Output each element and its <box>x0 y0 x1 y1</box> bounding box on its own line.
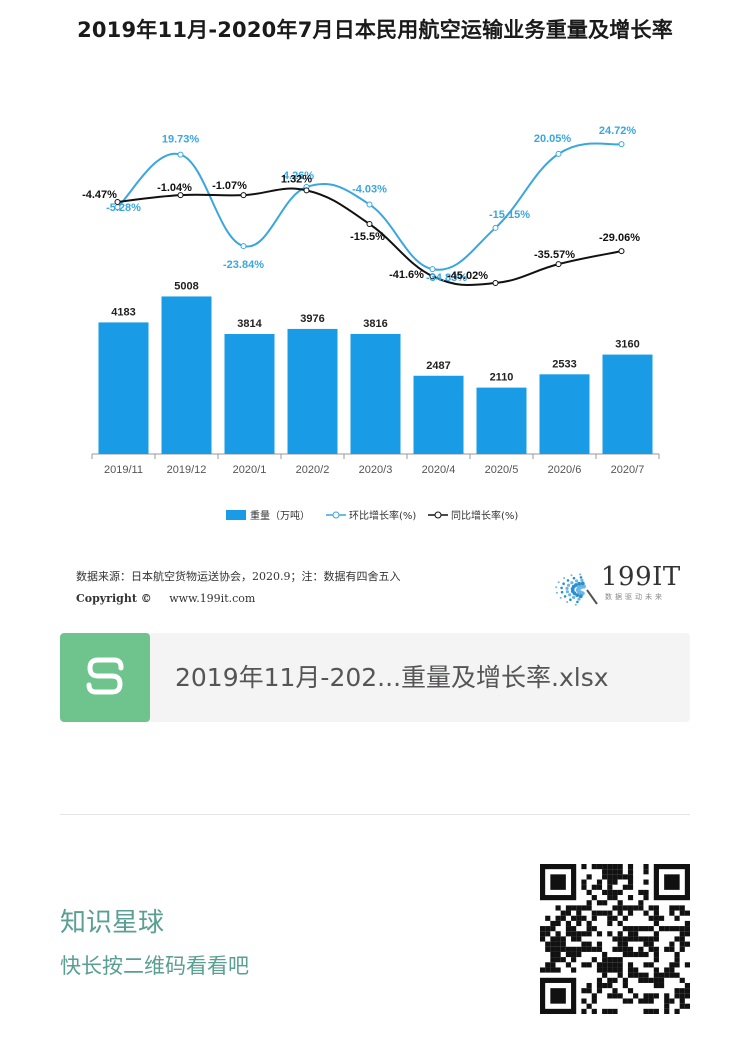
mom-point <box>429 266 436 273</box>
yoy-label: -41.6% <box>389 269 424 281</box>
mom-point <box>366 201 373 208</box>
site-link[interactable]: www.199it.com <box>169 592 256 605</box>
x-tick-label: 2020/3 <box>359 464 393 476</box>
mom-label: -34.83% <box>426 272 467 284</box>
x-tick-label: 2020/5 <box>485 464 519 476</box>
yoy-label: -1.07% <box>212 180 247 192</box>
source-text: 数据来源：日本航空货物运送协会，2020.9；注：数据有四舍五入 <box>76 570 401 583</box>
legend-bar-swatch <box>226 510 246 520</box>
mom-label: -15.15% <box>489 209 530 221</box>
bar <box>98 322 149 454</box>
yoy-label: -15.5% <box>350 231 385 243</box>
yoy-point <box>492 280 499 287</box>
x-tick-label: 2020/4 <box>422 464 456 476</box>
mom-point <box>555 150 562 157</box>
legend-mom-label: 环比增长率(%) <box>349 509 416 522</box>
mom-label: 20.05% <box>534 133 572 145</box>
yoy-label: -35.57% <box>534 249 575 261</box>
bar-label: 4183 <box>111 306 135 318</box>
brand-logo: 199IT 数据驱动未来 <box>553 560 693 608</box>
bar-label: 3160 <box>615 339 639 351</box>
logo-tagline: 数据驱动未来 <box>605 593 665 601</box>
x-tick-label: 2019/11 <box>104 464 143 476</box>
file-name: 2019年11月-202...重量及增长率.xlsx <box>175 663 609 692</box>
footer-subtitle: 快长按二维码看看吧 <box>60 954 249 978</box>
x-tick-label: 2020/6 <box>548 464 582 476</box>
bar-label: 2110 <box>490 372 514 384</box>
mom-point <box>618 141 625 148</box>
legend-yoy-label: 同比增长率(%) <box>451 509 518 522</box>
bar <box>476 387 527 454</box>
footer-title: 知识星球 <box>60 908 165 938</box>
x-tick-label: 2020/1 <box>233 464 267 476</box>
bar-label: 5008 <box>174 280 198 292</box>
mom-point <box>240 243 247 250</box>
bar <box>224 334 275 454</box>
yoy-point <box>429 273 436 280</box>
yoy-point <box>114 198 121 205</box>
bar <box>350 333 401 454</box>
spreadsheet-icon <box>60 633 150 722</box>
x-tick-label: 2019/12 <box>167 464 207 476</box>
legend-yoy-marker <box>434 511 442 519</box>
mom-label: -5.28% <box>106 202 141 214</box>
bar <box>539 374 590 454</box>
chart: 4183 2019/11 5008 2019/12 3814 2020/1 3976 2020… <box>82 125 660 522</box>
copyright-label: Copyright © <box>76 592 152 605</box>
source-block: 数据来源：日本航空货物运送协会，2020.9；注：数据有四舍五入 Copyrig… <box>76 566 401 610</box>
bar-label: 2487 <box>426 360 450 372</box>
bar <box>287 328 338 454</box>
attachment-card[interactable]: 2019年11月-202...重量及增长率.xlsx <box>60 633 690 722</box>
bar <box>413 375 464 454</box>
divider <box>60 814 690 815</box>
legend-bar-label: 重量（万吨） <box>250 509 310 522</box>
mom-point <box>177 151 184 158</box>
qr-code[interactable] <box>540 864 690 1014</box>
x-tick-label: 2020/7 <box>611 464 645 476</box>
yoy-label: -1.04% <box>157 182 192 194</box>
yoy-point <box>555 261 562 268</box>
bar <box>602 354 653 454</box>
yoy-label: 1.32% <box>281 173 312 185</box>
x-tick-label: 2020/2 <box>296 464 330 476</box>
yoy-point <box>240 192 247 199</box>
mom-label: 24.72% <box>599 125 637 137</box>
logo-burst-icon <box>555 573 598 606</box>
yoy-point <box>618 248 625 255</box>
mom-label: -23.84% <box>223 259 264 271</box>
bar-label: 2533 <box>552 358 576 370</box>
legend-mom-marker <box>332 511 340 519</box>
mom-label: 4.26% <box>283 170 314 182</box>
yoy-point <box>303 187 310 194</box>
yoy-label: -29.06% <box>599 232 640 244</box>
yoy-point <box>177 192 184 199</box>
bar-label: 3814 <box>237 318 262 330</box>
mom-label: -4.03% <box>352 183 387 195</box>
bar-label: 3816 <box>363 318 387 330</box>
yoy-line <box>117 187 622 287</box>
logo-name: 199IT <box>601 562 681 592</box>
yoy-label: -45.02% <box>447 270 488 282</box>
chart-title: 2019年11月-2020年7月日本民用航空运输业务重量及增长率 <box>77 18 673 42</box>
mom-point <box>492 224 499 231</box>
mom-label: 19.73% <box>162 134 200 146</box>
yoy-point <box>366 221 373 227</box>
bar-label: 3976 <box>300 313 324 325</box>
bar <box>161 296 212 454</box>
yoy-label: -4.47% <box>82 189 117 201</box>
